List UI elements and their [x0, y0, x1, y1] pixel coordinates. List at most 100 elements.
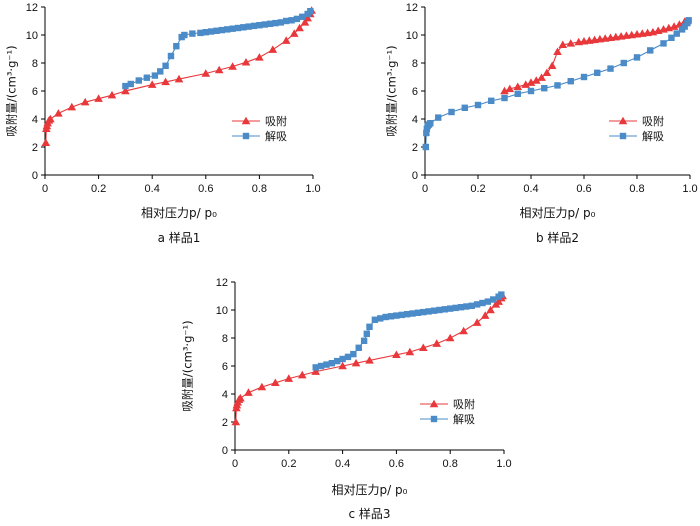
data-point	[365, 356, 374, 364]
data-point	[272, 19, 279, 27]
data-point	[521, 80, 530, 88]
data-point	[387, 313, 395, 320]
y-tick-label: 8	[412, 58, 418, 70]
x-tick-label: 0	[232, 458, 238, 470]
data-point	[532, 76, 541, 84]
legend-marker	[430, 415, 438, 423]
data-point	[620, 59, 627, 67]
data-point	[323, 361, 330, 368]
data-point	[514, 90, 521, 97]
x-axis-label: 相对压力p/ p₀	[332, 483, 408, 497]
y-tick-label: 6	[412, 86, 418, 98]
data-point	[162, 62, 169, 69]
data-point	[257, 382, 267, 391]
data-point	[344, 353, 352, 361]
data-point	[554, 82, 561, 89]
data-point	[473, 301, 481, 308]
data-point	[441, 306, 449, 313]
data-point	[202, 29, 209, 36]
data-point	[527, 87, 535, 95]
x-tick-label: 0.6	[576, 183, 591, 195]
data-point	[422, 143, 429, 151]
legend-label: 解吸	[453, 412, 475, 426]
data-point	[607, 65, 614, 72]
data-point	[299, 13, 306, 20]
data-point	[403, 311, 411, 318]
panel-caption: c 样品3	[348, 506, 390, 521]
data-point	[135, 77, 142, 84]
data-point	[107, 90, 117, 99]
data-point	[647, 47, 654, 54]
data-point	[419, 343, 428, 352]
data-point	[457, 304, 465, 311]
data-point	[80, 97, 90, 106]
data-point	[240, 24, 247, 31]
y-tick-label: 12	[406, 2, 418, 14]
x-tick-label: 0.8	[443, 458, 458, 470]
data-point	[513, 82, 523, 91]
legend-label: 解吸	[265, 129, 287, 143]
data-point	[405, 347, 415, 356]
data-point	[312, 364, 319, 371]
legend-marker	[618, 116, 628, 125]
data-point	[371, 316, 379, 323]
x-tick-label: 0.4	[335, 458, 350, 470]
data-point	[486, 305, 495, 314]
data-point	[580, 73, 588, 81]
x-tick-label: 0.6	[389, 458, 404, 470]
data-point	[181, 31, 188, 39]
data-point	[558, 40, 568, 49]
data-point	[463, 303, 470, 310]
y-tick-label: 2	[222, 417, 228, 429]
y-tick-label: 6	[222, 361, 228, 373]
data-point	[490, 296, 497, 303]
data-point	[541, 85, 548, 92]
data-point	[633, 54, 641, 61]
data-point	[351, 358, 361, 367]
data-point	[474, 101, 482, 109]
x-tick-label: 1.0	[305, 183, 320, 195]
data-point	[121, 86, 130, 95]
data-point	[303, 13, 312, 22]
panel-caption: b 样品2	[536, 230, 579, 245]
data-point	[167, 52, 175, 60]
y-tick-label: 2	[32, 142, 38, 154]
data-point	[430, 307, 438, 314]
data-point	[668, 34, 675, 41]
y-axis-label: 吸附量/(cm³·g⁻¹)	[181, 320, 195, 411]
data-point	[377, 315, 384, 322]
data-point	[350, 350, 357, 358]
data-point	[501, 94, 508, 102]
data-point	[143, 74, 151, 81]
x-tick-label: 0.4	[145, 183, 160, 195]
data-point	[174, 74, 184, 83]
data-point	[283, 17, 290, 25]
data-point	[669, 22, 679, 30]
data-point	[214, 65, 224, 74]
data-point	[189, 30, 196, 37]
data-point	[241, 58, 251, 66]
data-point	[224, 26, 231, 33]
y-tick-label: 0	[32, 170, 38, 182]
data-point	[480, 311, 490, 319]
data-point	[250, 22, 258, 30]
data-point	[213, 27, 220, 34]
y-tick-label: 4	[222, 389, 228, 401]
x-axis-label: 相对压力p/ p₀	[520, 206, 596, 220]
data-point	[339, 355, 346, 363]
x-tick-label: 0.6	[198, 183, 213, 195]
x-tick-label: 0	[422, 183, 428, 195]
y-tick-label: 10	[216, 305, 228, 317]
y-tick-label: 12	[216, 277, 228, 289]
data-point	[277, 19, 285, 26]
data-point	[547, 61, 557, 70]
data-point	[161, 77, 170, 86]
data-point	[328, 360, 336, 367]
data-point	[537, 73, 546, 81]
data-point	[261, 21, 268, 28]
data-point	[363, 330, 371, 337]
x-tick-label: 0.2	[470, 183, 485, 195]
data-point	[284, 374, 294, 382]
